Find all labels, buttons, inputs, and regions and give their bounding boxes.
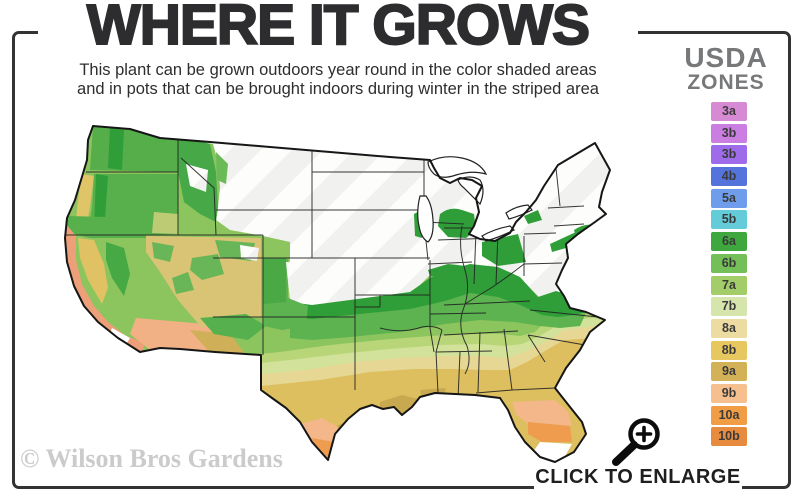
subtitle: This plant can be grown outdoors year ro… [48,61,628,98]
legend-chip-7a: 7a [711,275,747,295]
usda-zone-map[interactable] [50,112,630,472]
lake-ontario [505,204,533,220]
legend-chip-5a: 5a [711,188,747,208]
legend-chip-8a: 8a [711,318,747,338]
legend-chip-3b: 3b [711,145,747,165]
subtitle-line-1: This plant can be grown outdoors year ro… [79,61,597,79]
lake-erie [481,225,516,242]
lake-michigan [417,195,434,243]
legend-chip-10a: 10a [711,405,747,425]
legend-chip-9b: 9b [711,383,747,403]
legend-chip-7b: 7b [711,297,747,317]
legend-chip-10b: 10b [711,427,747,447]
legend-chip-6b: 6b [711,253,747,273]
us-outline [64,125,611,463]
state-borders [66,134,599,400]
legend-chip-4b: 4b [711,167,747,187]
legend-title: USDA ZONES [676,44,776,94]
watermark: © Wilson Bros Gardens [20,444,283,473]
lake-superior [427,156,488,178]
click-to-enlarge-button[interactable]: CLICK TO ENLARGE [534,466,742,493]
legend-chip-6a: 6a [711,232,747,252]
magnifier-zoom-icon[interactable] [606,408,664,468]
zone-band-dark-green [290,264,586,320]
legend-chip-9a: 9a [711,362,747,382]
legend-title-usda: USDA [684,42,768,73]
zone-band-mid-green [290,293,586,340]
legend-chips: 3a 3b 3b 4b 5a 5b 6a 6b 7a 7b 8a 8b 9a 9b 10a 10b [711,102,747,449]
subtitle-line-2: and in pots that can be brought indoors … [77,79,599,98]
legend-chip-5b: 5b [711,210,747,230]
legend-chip-8b: 8b [711,340,747,360]
legend-chip-3a: 3a [711,102,747,121]
legend-title-zones: ZONES [687,71,765,94]
legend-chip-3b: 3b [711,123,747,143]
page-title: WHERE IT GROWS [38,0,638,58]
great-basin-patches [146,236,308,355]
pacific-northwest-patches [75,126,228,235]
